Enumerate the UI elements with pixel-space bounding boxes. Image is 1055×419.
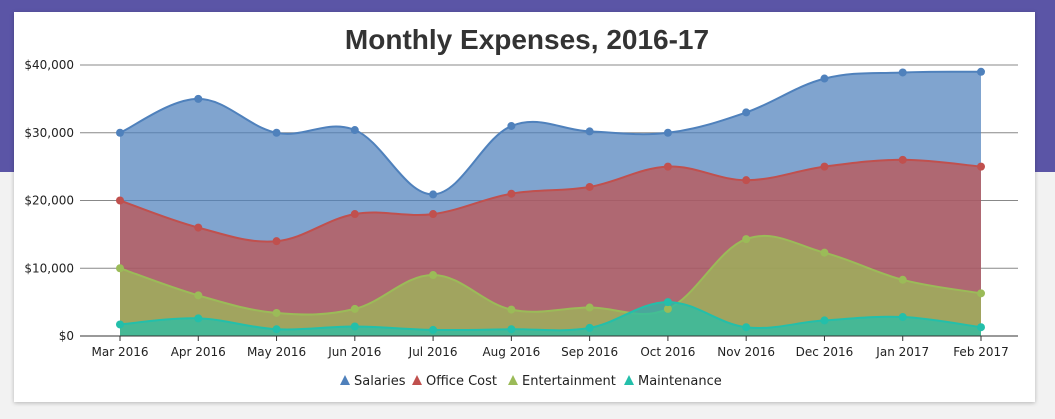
data-point[interactable]: [507, 189, 516, 198]
data-point[interactable]: [663, 162, 672, 171]
data-point[interactable]: [898, 155, 907, 164]
data-point[interactable]: [116, 264, 124, 273]
data-point[interactable]: [742, 323, 751, 332]
data-point[interactable]: [272, 308, 281, 317]
data-point[interactable]: [350, 126, 359, 135]
data-point[interactable]: [194, 314, 203, 323]
legend-marker-icon: [412, 375, 422, 385]
y-tick-label: $30,000: [24, 126, 74, 140]
x-tick-label: Aug 2016: [482, 345, 540, 359]
data-point[interactable]: [272, 128, 281, 137]
chart-title: Monthly Expenses, 2016-17: [345, 24, 709, 55]
data-point[interactable]: [742, 176, 751, 185]
x-tick-label: Mar 2016: [92, 345, 149, 359]
data-point[interactable]: [585, 182, 594, 191]
data-point[interactable]: [820, 162, 829, 171]
data-point[interactable]: [977, 323, 985, 332]
data-point[interactable]: [194, 223, 203, 232]
x-tick-label: Nov 2016: [717, 345, 775, 359]
y-tick-label: $40,000: [24, 58, 74, 72]
data-point[interactable]: [350, 304, 359, 313]
series-area: [120, 235, 981, 336]
data-point[interactable]: [194, 291, 203, 300]
y-tick-label: $0: [59, 329, 74, 343]
data-point[interactable]: [820, 74, 829, 83]
series-line: [119, 234, 982, 316]
data-point[interactable]: [272, 237, 281, 246]
series-areas: [119, 70, 982, 336]
legend-marker-icon: [340, 375, 350, 385]
data-point[interactable]: [663, 128, 672, 137]
data-point[interactable]: [742, 235, 751, 244]
legend-label: Salaries: [354, 374, 406, 389]
axes: $0 $10,000 $20,000 $30,000 $40,000 Mar 2016 Ap…: [24, 58, 1018, 359]
x-tick-label: Jul 2016: [408, 345, 458, 359]
data-point[interactable]: [194, 94, 203, 103]
x-tick-label: May 2016: [247, 345, 306, 359]
legend-marker-icon: [508, 375, 518, 385]
y-tick-label: $20,000: [24, 194, 74, 208]
data-point[interactable]: [116, 196, 124, 205]
data-point[interactable]: [350, 210, 359, 219]
legend-label: Entertainment: [522, 374, 616, 389]
data-point[interactable]: [898, 275, 907, 284]
x-tick-label: Feb 2017: [953, 345, 1009, 359]
x-tick-label: Sep 2016: [561, 345, 618, 359]
legend-label: Maintenance: [638, 374, 722, 389]
legend-marker-icon: [624, 375, 634, 385]
data-point[interactable]: [116, 128, 124, 137]
y-tick-label: $10,000: [24, 261, 74, 275]
series-line: [119, 301, 982, 332]
data-point[interactable]: [507, 305, 516, 314]
data-point[interactable]: [585, 127, 594, 136]
data-point[interactable]: [429, 190, 438, 199]
x-tick-label: Apr 2016: [171, 345, 226, 359]
x-tick-label: Jan 2017: [875, 345, 929, 359]
x-tick-label: Dec 2016: [796, 345, 854, 359]
series-points: [116, 67, 985, 334]
legend-item[interactable]: Entertainment: [508, 374, 616, 389]
x-tick-label: Jun 2016: [327, 345, 381, 359]
data-point[interactable]: [977, 289, 985, 298]
data-point[interactable]: [663, 304, 672, 313]
data-point[interactable]: [507, 121, 516, 130]
data-point[interactable]: [116, 320, 124, 329]
legend[interactable]: Salaries Office Cost Entertainment Maintena…: [340, 374, 722, 389]
data-point[interactable]: [898, 68, 907, 77]
data-point[interactable]: [742, 108, 751, 117]
data-point[interactable]: [429, 325, 438, 334]
legend-item[interactable]: Salaries: [340, 374, 406, 389]
data-point[interactable]: [820, 248, 829, 257]
data-point[interactable]: [977, 67, 985, 76]
data-point[interactable]: [507, 325, 516, 334]
x-tick-label: Oct 2016: [640, 345, 695, 359]
data-point[interactable]: [898, 313, 907, 322]
data-point[interactable]: [585, 303, 594, 312]
data-point[interactable]: [820, 316, 829, 325]
data-point[interactable]: [272, 325, 281, 334]
data-point[interactable]: [429, 210, 438, 219]
legend-label: Office Cost: [426, 374, 497, 389]
data-point[interactable]: [585, 323, 594, 332]
legend-item[interactable]: Office Cost: [412, 374, 497, 389]
legend-item[interactable]: Maintenance: [624, 374, 722, 389]
data-point[interactable]: [429, 271, 438, 280]
data-point[interactable]: [663, 298, 672, 307]
data-point[interactable]: [350, 322, 359, 331]
data-point[interactable]: [977, 162, 985, 171]
